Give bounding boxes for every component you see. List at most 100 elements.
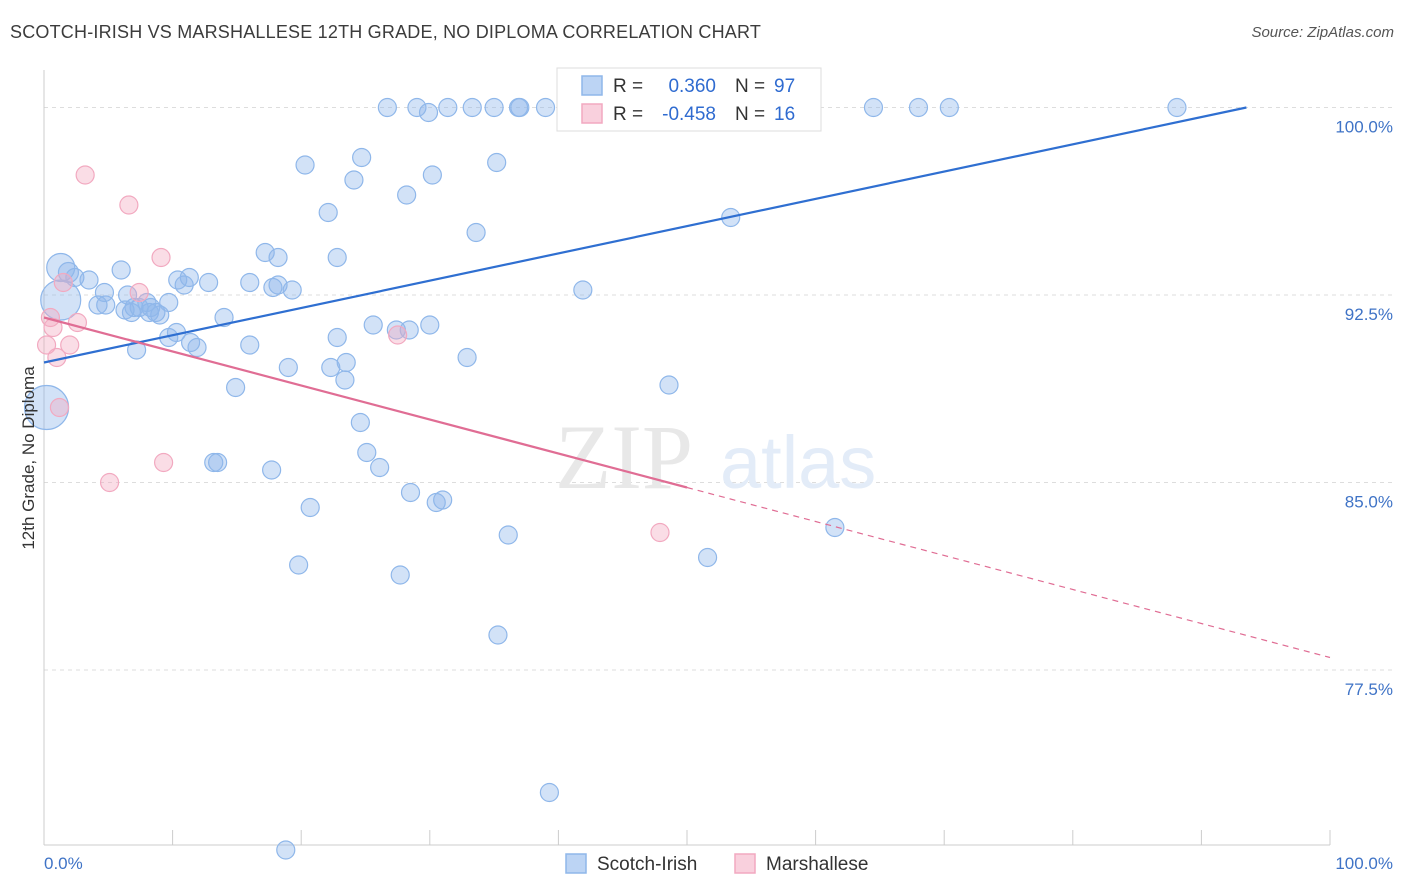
scotch-irish-point [457,347,477,368]
y-axis-label: 12th Grade, No Diploma [19,366,38,550]
marshallese-point [49,397,70,418]
watermark-atlas: atlas [720,421,876,504]
legend-n-label-1: N = [735,76,765,97]
scotch-irish-point [262,460,282,480]
marshallese-point [153,452,174,473]
scotch-irish-point [370,457,390,478]
scotch-irish-point [377,97,397,118]
scotch-irish-point [240,272,260,293]
scotch-irish-point [659,375,679,395]
scotch-irish-point [510,97,530,118]
scotch-irish-point [111,260,131,280]
scotch-irish-point [318,202,338,223]
legend-r-value-2: -0.458 [662,104,716,125]
watermark-zip: ZIP [555,406,693,508]
marshallese-point [151,247,171,268]
scotch-irish-point [535,97,556,118]
legend-swatch-pink [581,103,603,124]
y-tick-label: 100.0% [1335,118,1393,137]
legend-n-value-2: 16 [774,104,795,125]
scotch-irish-point [40,279,82,321]
scotch-irish-trend-line [43,106,1247,364]
bottom-legend-swatch-pink [734,853,756,874]
legend-box: R = 0.360 N = 97 R = -0.458 N = 16 [556,67,822,132]
scotch-irish-point [488,625,508,645]
scotch-irish-point [327,327,347,348]
scotch-irish-point [357,442,377,463]
scotch-irish-point [137,292,157,313]
scotch-irish-point [399,320,419,340]
scotch-irish-point [168,270,188,290]
scotch-irish-point [498,525,518,545]
scotch-irish-point [208,452,228,473]
scotch-irish-point [466,222,486,243]
marshallese-point [129,282,149,303]
scotch-irish-point [255,242,275,263]
scotch-irish-point [179,267,199,288]
scotch-irish-point [276,840,296,860]
scotch-irish-point [88,295,108,315]
marshallese-point [388,325,408,345]
marshallese-point [99,472,120,493]
scotch-irish-point [400,482,421,503]
scotch-irish-point [268,247,288,268]
legend-r-value-1: 0.360 [668,76,716,97]
scotch-irish-point [352,147,372,168]
scotch-irish-point [300,497,320,518]
scotch-irish-point [321,357,341,378]
legend-n-label-2: N = [735,104,765,125]
scotch-irish-point [863,97,884,118]
bottom-legend-scotch-irish: Scotch-Irish [597,854,697,875]
bottom-legend: Scotch-Irish Marshallese [565,853,868,875]
scotch-irish-point [240,335,260,355]
scotch-irish-point [825,517,845,538]
marshallese-points [36,165,670,543]
scotch-irish-point [268,275,288,295]
scotch-irish-point [278,357,298,378]
scotch-irish-point [420,315,440,335]
scotch-irish-point [1167,97,1187,118]
scotch-irish-point [422,165,442,185]
scotch-irish-point [289,555,309,575]
scotch-irish-point [363,315,383,335]
scotch-irish-point [327,247,347,268]
y-tick-label: 92.5% [1345,305,1393,324]
scotch-irish-point [226,377,246,398]
chart-title: SCOTCH-IRISH VS MARSHALLESE 12TH GRADE, … [10,22,762,42]
y-tick-label: 77.5% [1345,680,1393,699]
x-tick-label-max: 100.0% [1335,854,1393,873]
grid-lines [44,107,1393,671]
marshallese-point [75,165,95,185]
scotch-irish-point [487,152,507,173]
scotch-irish-point [390,565,410,585]
bottom-legend-marshallese: Marshallese [766,854,868,875]
scotch-irish-point [350,412,370,433]
legend-n-value-1: 97 [774,76,795,97]
scotch-irish-point [397,185,417,205]
marshallese-trend-extension [686,486,1331,659]
y-tick-label: 85.0% [1345,493,1393,512]
scotch-irish-point [908,97,929,118]
scotch-irish-point [697,547,718,568]
legend-r-label-1: R = [613,76,643,97]
y-tick-labels: 100.0% 92.5% 85.0% 77.5% [1335,118,1393,700]
scotch-irish-point [438,97,458,118]
scotch-irish-point [418,102,439,123]
scotch-irish-point [187,337,207,358]
scotch-irish-point [199,272,219,293]
scotch-irish-point [263,277,283,298]
source-label: Source: ZipAtlas.com [1251,24,1394,41]
scotch-irish-point [539,782,559,803]
scotch-irish-point [181,332,201,353]
trend-lines [43,106,1331,659]
scotch-irish-point [939,97,959,118]
scotch-irish-point [407,97,427,118]
x-tick-label-min: 0.0% [44,854,83,873]
x-ticks [172,830,1331,845]
scotch-irish-point [121,302,142,323]
legend-r-label-2: R = [613,104,643,125]
scotch-irish-point [57,261,80,284]
marshallese-point [53,272,73,293]
scotch-irish-point [335,370,355,390]
scotch-irish-point [573,280,593,300]
